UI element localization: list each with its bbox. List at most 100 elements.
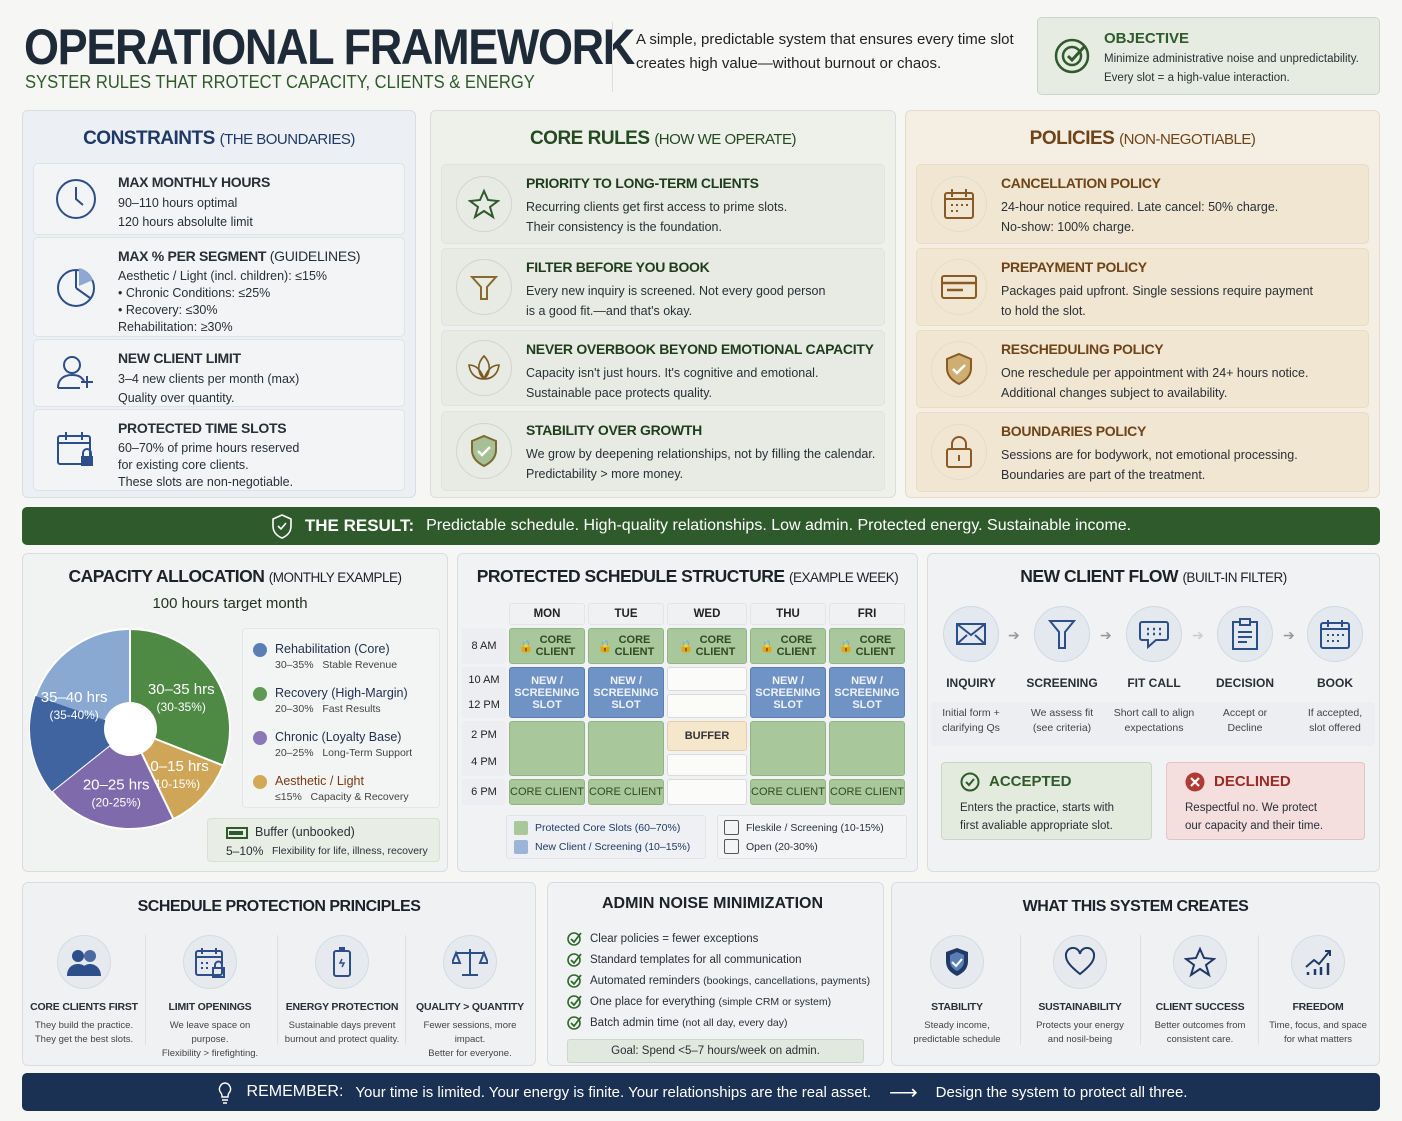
check-icon (567, 932, 582, 946)
time-label: 6 PM (462, 779, 506, 805)
policy-card: RESCHEDULING POLICY One reschedule per a… (916, 330, 1369, 408)
buffer-name: Buffer (unbooked) (255, 825, 355, 839)
people-icon (67, 950, 101, 976)
core-client-slot-fri: 🔒 CORE CLIENT (829, 628, 905, 664)
shield-check-icon (272, 514, 292, 539)
slot-label: CORE CLIENT (614, 634, 655, 658)
admin-goal: Goal: Spend <5–7 hours/week on admin. (567, 1039, 864, 1063)
new-screening-slot-tue: NEW / SCREENING SLOT (588, 667, 664, 718)
constraint-protected-slots: PROTECTED TIME SLOTS 60–70% of prime hou… (33, 409, 405, 491)
creates-stability: STABILITY Steady income, predictable sche… (897, 935, 1017, 1047)
clock-icon (56, 179, 96, 219)
new-swatch (514, 840, 528, 854)
shield-check-icon (946, 352, 972, 386)
accepted-title: ACCEPTED (989, 773, 1072, 790)
policy-title: RESCHEDULING POLICY (1001, 341, 1164, 357)
buffer-box: Buffer (unbooked) 5–10% Flexibility for … (207, 818, 440, 862)
principle-energy-protection: ENERGY PROTECTION Sustainable days preven… (280, 935, 404, 1047)
x-circle-icon (1185, 772, 1205, 792)
pie-slice-label: 20–25 hrs (83, 776, 150, 793)
pie-slice (129, 627, 231, 767)
pie-chart-icon (57, 268, 95, 307)
flow-desc-strip (931, 702, 1375, 746)
pie-slice-shade (30, 695, 110, 792)
admin-panel: ADMIN NOISE MINIMIZATION Clear policies … (547, 882, 884, 1066)
envelope-icon (956, 623, 986, 645)
grid-corner (462, 603, 506, 625)
constraint-max-hours: MAX MONTHLY HOURS 90–110 hours optimal 1… (33, 163, 405, 235)
core-client-evening-fri: CORE CLIENT (829, 779, 905, 805)
legend-new: New Client / Screening (10–15%) (535, 841, 691, 853)
pie-slice-label: 35–40 hrs (41, 689, 108, 706)
check-icon (567, 974, 582, 988)
creates-title: WHAT THIS SYSTEM CREATES (1022, 898, 1249, 915)
admin-item: Batch admin time (not all day, every day… (567, 1012, 870, 1033)
flow-step-decision: DECISION Accept or Decline (1201, 606, 1289, 736)
flow-step-book: BOOK If accepted, slot offered (1291, 606, 1379, 736)
policy-title: PREPAYMENT POLICY (1001, 259, 1147, 275)
core-client-slot-mon: 🔒 CORE CLIENT (509, 628, 585, 664)
core-client-evening-thu: CORE CLIENT (750, 779, 826, 805)
intro-text: A simple, predictable system that ensure… (636, 31, 1014, 72)
lotus-icon (468, 354, 500, 381)
slot-label: CORE CLIENT (776, 634, 817, 658)
open-slot-wed (667, 754, 747, 776)
schedule-legend-left: Protected Core Slots (60–70%) New Client… (506, 815, 706, 859)
legend-rehabilitation: Rehabilitation (Core) 30–35% Stable Reven… (253, 642, 397, 671)
legend-recovery: Recovery (High-Margin) 20–30% Fast Result… (253, 686, 408, 715)
legend-box (242, 628, 440, 808)
flow-step-screening: SCREENING We assess fit (see criteria) (1018, 606, 1106, 736)
flex-swatch (724, 820, 739, 835)
open-slot-wed (667, 667, 747, 691)
flow-step-fit-call: FIT CALL Short call to align expectations (1110, 606, 1198, 736)
admin-item: Clear policies = fewer exceptions (567, 928, 870, 949)
legend-chronic: Chronic (Loyalty Base) 20–25% Long-Term S… (253, 730, 412, 759)
declined-title: DECLINED (1214, 773, 1291, 790)
schedule-title: PROTECTED SCHEDULE STRUCTURE (EXAMPLE WE… (476, 566, 899, 586)
pie-slice-label: 30–35 hrs (148, 681, 215, 698)
arrow-icon: ➔ (1100, 627, 1112, 643)
calendar-lock-icon (195, 948, 225, 978)
lock-icon: 🔒 (838, 639, 854, 653)
rule-title: NEVER OVERBOOK BEYOND EMOTIONAL CAPACITY (526, 341, 874, 357)
time-label: 4 PM (471, 756, 497, 769)
rule-title: PRIORITY TO LONG-TERM CLIENTS (526, 175, 759, 191)
buffer-slot-wed: BUFFER (667, 721, 747, 751)
legend-aesthetic: Aesthetic / Light ≤15% Capacity & Recover… (253, 774, 409, 803)
slot-label: CORE CLIENT (855, 634, 896, 658)
schedule-grid: MON TUE WED THU FRI 8 AM 10 AM 12 PM 2 PM 4 PM 6 P… (462, 603, 905, 805)
divider (1140, 935, 1141, 1045)
slot-label: CORE CLIENT (695, 634, 736, 658)
policy-text: Sessions are for bodywork, not emotional… (1001, 448, 1298, 482)
core-client-evening-tue: CORE CLIENT (588, 779, 664, 805)
star-icon (468, 188, 500, 220)
core-client-evening-mon: CORE CLIENT (509, 779, 585, 805)
shield-check-icon (946, 948, 968, 976)
growth-chart-icon (1305, 950, 1331, 975)
admin-item: Automated reminders (bookings, cancellat… (567, 970, 870, 991)
constraint-text: 3–4 new clients per month (max) Quality … (118, 372, 300, 405)
flow-step-inquiry: INQUIRY Initial form + clarifying Qs (927, 606, 1015, 736)
admin-list: Clear policies = fewer exceptions Standa… (567, 928, 870, 1033)
core-rules-title: CORE RULES (HOW WE OPERATE) (529, 128, 797, 149)
principle-quality: QUALITY > QUANTITY Fewer sessions, more i… (408, 935, 532, 1061)
heart-icon (1064, 947, 1096, 976)
day-header-fri: FRI (829, 603, 905, 625)
constraint-text: 90–110 hours optimal 120 hours absolulte… (118, 196, 253, 229)
check-circle-icon (960, 772, 980, 792)
remember-text: Your time is limited. Your energy is fin… (355, 1083, 871, 1101)
filter-icon (469, 276, 499, 300)
schedule-legend-right: Fleskile / Screening (10-15%) Open (20-3… (717, 815, 907, 859)
result-banner: THE RESULT: Predictable schedule. High-q… (22, 507, 1380, 545)
policy-title: BOUNDARIES POLICY (1001, 423, 1147, 439)
constraint-title: PROTECTED TIME SLOTS (118, 420, 287, 436)
day-header-tue: TUE (588, 603, 664, 625)
policy-card: PREPAYMENT POLICY Packages paid upfront.… (916, 248, 1369, 326)
arrow-icon: ⟶ (889, 1081, 918, 1104)
target-icon (1054, 38, 1090, 74)
open-slot-wed (667, 694, 747, 718)
accepted-text: Enters the practice, starts with first a… (960, 802, 1115, 832)
creates-freedom: FREEDOM Time, focus, and space for what m… (1258, 935, 1378, 1047)
divider (405, 935, 406, 1045)
check-icon (567, 953, 582, 967)
